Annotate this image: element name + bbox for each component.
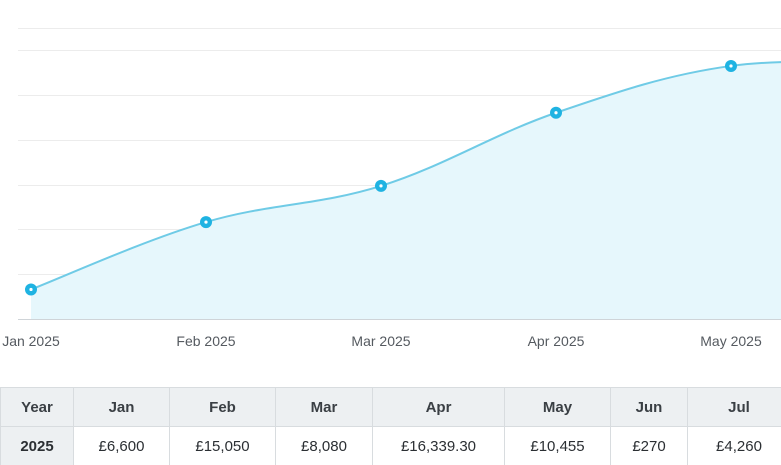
- area-fill: [31, 62, 781, 319]
- table-header-cell: Apr: [372, 387, 505, 427]
- data-point-center: [554, 111, 558, 115]
- area-chart: Jan 2025 Feb 2025 Mar 2025 Apr 2025 May 2025: [2, 28, 781, 349]
- x-tick-label: Jan 2025: [2, 333, 60, 349]
- x-tick-labels: Jan 2025 Feb 2025 Mar 2025 Apr 2025 May 2025: [2, 333, 762, 349]
- x-tick-label: Apr 2025: [528, 333, 585, 349]
- data-point-center: [729, 64, 733, 68]
- table-cell: £4,260: [687, 426, 781, 465]
- data-point-center: [204, 220, 208, 224]
- data-point-center: [29, 287, 33, 292]
- table-header-cell: Feb: [169, 387, 276, 427]
- x-tick-label: Mar 2025: [351, 333, 410, 349]
- data-point-center: [379, 184, 383, 188]
- x-tick-label: Feb 2025: [176, 333, 235, 349]
- table-cell: £270: [610, 426, 688, 465]
- table-cell: £8,080: [275, 426, 373, 465]
- table-header-cell: Mar: [275, 387, 373, 427]
- data-table-wrapper: Year Jan Feb Mar Apr May Jun Jul 2025 £6,600 £15,…: [0, 387, 781, 465]
- data-points: [25, 59, 737, 296]
- table-row-label: 2025: [0, 426, 74, 465]
- table-cell: £16,339.30: [372, 426, 505, 465]
- x-tick-label: May 2025: [700, 333, 762, 349]
- table-header-cell: Jan: [73, 387, 170, 427]
- table-header-row: Year Jan Feb Mar Apr May Jun Jul: [0, 387, 781, 427]
- table-header-cell: Jun: [610, 387, 688, 427]
- series-line: [30, 61, 781, 291]
- table-row: 2025 £6,600 £15,050 £8,080 £16,339.30 £10,455…: [0, 426, 781, 465]
- table-cell: £15,050: [169, 426, 276, 465]
- table-header-cell: May: [504, 387, 611, 427]
- table-cell: £6,600: [73, 426, 170, 465]
- table-header-cell: Year: [0, 387, 74, 427]
- table-cell: £10,455: [504, 426, 611, 465]
- data-table: Year Jan Feb Mar Apr May Jun Jul 2025 £6,600 £15,…: [0, 387, 781, 465]
- table-header-cell: Jul: [687, 387, 781, 427]
